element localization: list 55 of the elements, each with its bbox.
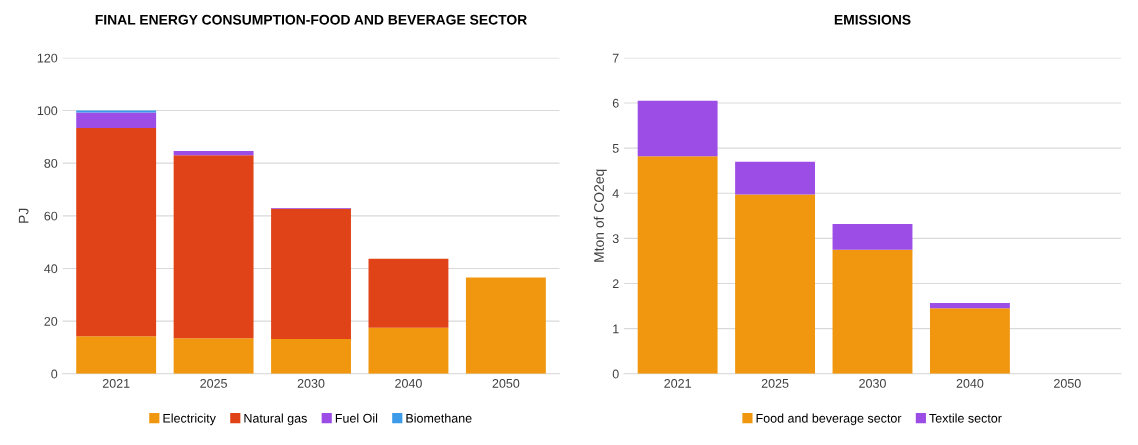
y-tick-label: 40	[44, 264, 58, 274]
bar	[929, 302, 1010, 309]
y-tick-label: 4	[612, 189, 619, 198]
y-tick-label: 5	[612, 144, 619, 153]
y-tick-label: 20	[44, 316, 58, 326]
bar	[76, 112, 157, 128]
x-tick-label: 2021	[102, 378, 130, 388]
y-tick-label: 100	[37, 106, 58, 116]
bar	[271, 208, 351, 340]
y-tick-label: 120	[37, 53, 58, 63]
chart-title: EMISSIONS	[834, 14, 911, 25]
y-tick-label: 6	[612, 98, 619, 108]
x-tick-label: 2021	[664, 378, 691, 388]
bar	[929, 308, 1010, 374]
y-tick-label: 60	[44, 211, 58, 221]
y-tick-label: 7	[612, 53, 619, 63]
bar	[637, 156, 718, 374]
x-tick-label: 2025	[200, 378, 227, 388]
bar	[173, 151, 254, 156]
x-tick-label: 2025	[761, 378, 789, 388]
chart-title: FINAL ENERGY CONSUMPTION-FOOD AND BEVERAGE SECTOR	[95, 14, 527, 25]
y-tick-label: 80	[44, 158, 58, 168]
x-tick-label: 2040	[956, 378, 984, 388]
y-tick-label: 1	[613, 324, 619, 334]
x-tick-label: 2030	[297, 378, 325, 388]
bar	[76, 110, 157, 113]
bar	[173, 155, 254, 339]
bar	[832, 249, 913, 374]
y-tick-label: 3	[612, 234, 619, 244]
bar	[637, 100, 718, 157]
bar	[735, 161, 816, 195]
bar	[832, 223, 913, 250]
legend-label: Textile sector	[929, 413, 1002, 423]
y-tick-label: 0	[612, 369, 619, 379]
legend-label: Electricity	[163, 413, 216, 426]
bar	[368, 258, 449, 328]
legend-label: Fuel Oil	[335, 413, 378, 423]
legend-label: Food and beverage sector	[756, 413, 902, 426]
y-tick-label: 2	[612, 279, 619, 289]
x-tick-label: 2040	[395, 378, 422, 388]
y-axis-title: Mton of CO2eq	[593, 169, 607, 262]
bar	[735, 194, 816, 374]
y-tick-label: 0	[51, 369, 58, 379]
bar	[76, 127, 157, 337]
bar	[465, 277, 546, 374]
legend-label: Biomethane	[406, 413, 472, 423]
legend-label: Natural gas	[244, 413, 307, 426]
bar	[76, 336, 157, 374]
x-tick-label: 2050	[492, 378, 520, 388]
bar	[271, 339, 351, 374]
x-tick-label: 2030	[859, 378, 886, 388]
bar	[368, 327, 449, 374]
x-tick-label: 2050	[1054, 378, 1081, 388]
bar	[173, 338, 254, 374]
y-axis-title: PJ	[18, 208, 29, 223]
